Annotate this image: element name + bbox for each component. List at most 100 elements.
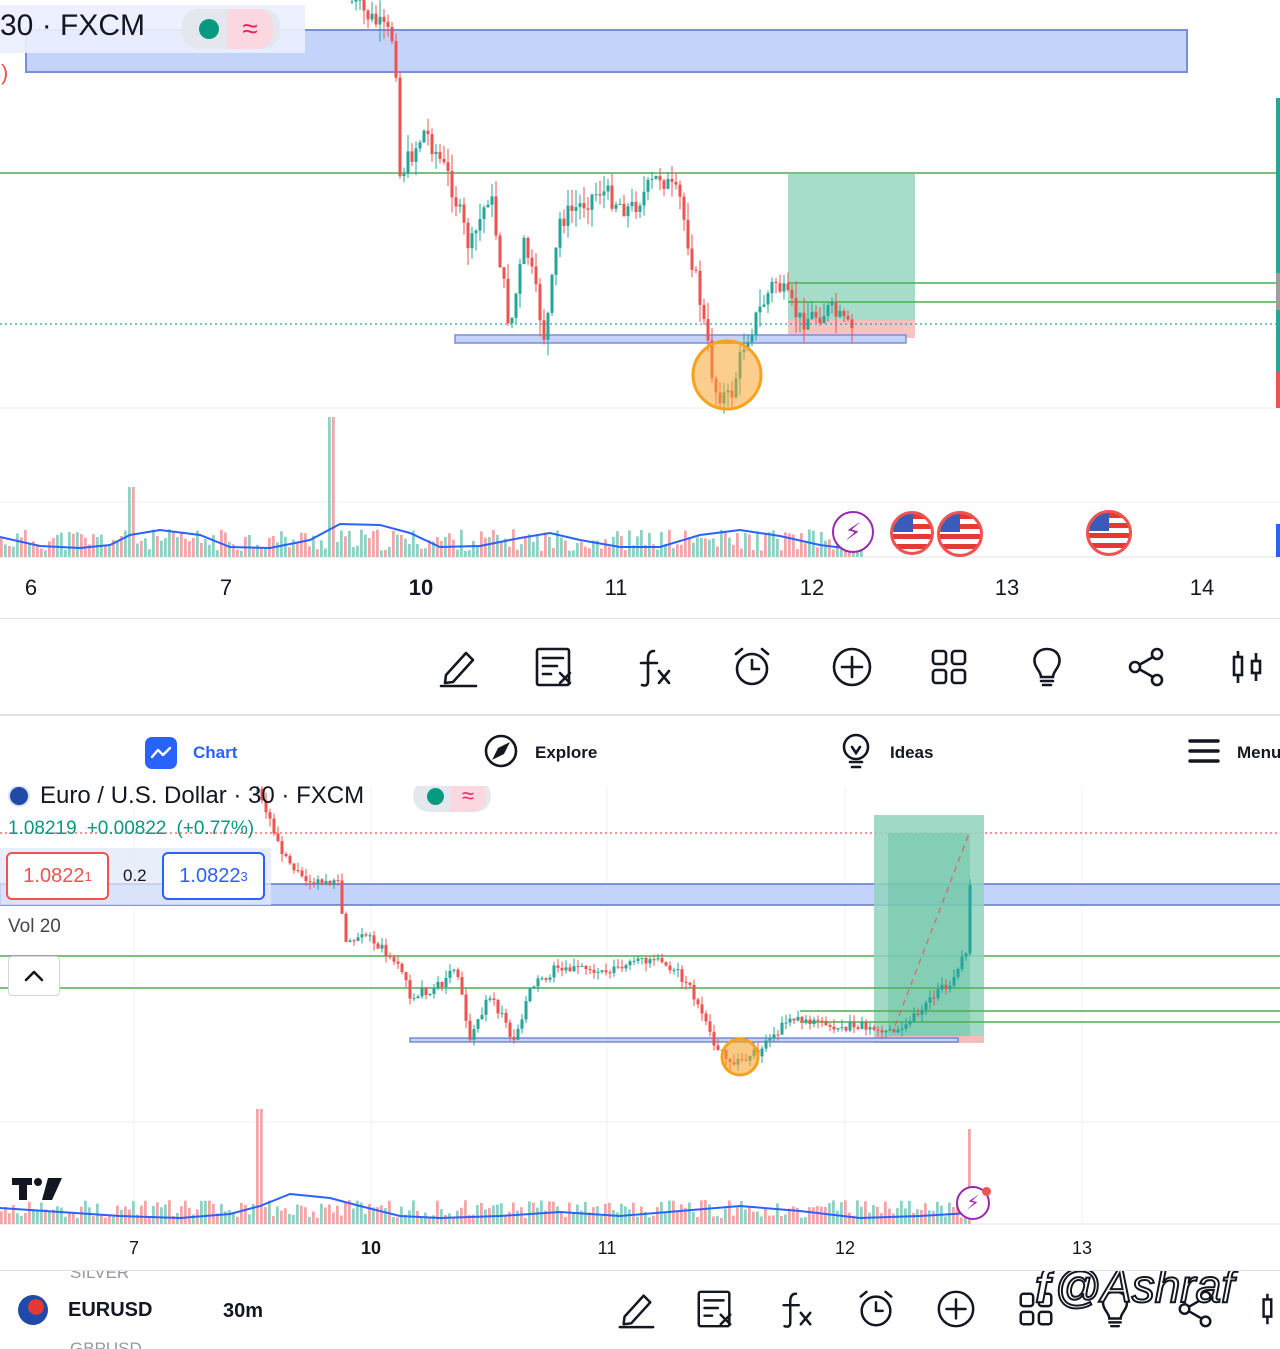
symbol-selector[interactable]: EURUSD [18, 1295, 152, 1325]
volume-bar [184, 1200, 187, 1224]
alert-icon[interactable] [855, 1288, 897, 1330]
candle-body [506, 278, 510, 324]
volume-bar [584, 546, 587, 557]
indicators-icon[interactable] [775, 1288, 817, 1330]
volume-bar [316, 549, 319, 557]
nav-chart[interactable]: Chart [145, 732, 237, 774]
volume-bar [496, 1204, 499, 1224]
layout-icon[interactable] [1015, 1288, 1057, 1330]
candle-body [658, 175, 662, 181]
candle-body [836, 1028, 840, 1030]
last-price: 1.08219 [8, 818, 77, 839]
draw-icon[interactable] [615, 1288, 657, 1330]
nav-ideas[interactable]: Ideas [838, 732, 933, 774]
ideas-icon[interactable] [1024, 644, 1070, 690]
volume-bar [336, 542, 339, 557]
symbol-header[interactable]: Euro / U.S. Dollar · 30 · FXCM [8, 786, 364, 812]
ideas-icon[interactable] [1094, 1288, 1136, 1330]
candle-body [640, 957, 644, 959]
add-icon[interactable] [935, 1288, 977, 1330]
candle-body [470, 233, 474, 249]
candle-body [542, 320, 546, 340]
volume-bar [724, 531, 727, 557]
candle-body [760, 1048, 764, 1057]
buy-price-button[interactable]: 1.0822 3 [162, 852, 265, 900]
volume-bar [516, 549, 519, 557]
candle-body [428, 994, 432, 996]
candle-body [460, 976, 464, 995]
nav-explore[interactable]: Explore [483, 732, 597, 774]
collapse-legend-button[interactable] [8, 956, 60, 996]
us-flag-event-icon[interactable] [890, 511, 934, 555]
remove-drawings-icon[interactable] [531, 644, 577, 690]
volume-bar [380, 550, 383, 557]
tradingview-logo[interactable] [12, 1176, 64, 1207]
volume-bar [308, 546, 311, 557]
top-chart-pane[interactable]: 30 · FXCM s) ≈ ⚡ 6 7 10 11 12 13 14 [0, 0, 1280, 618]
volume-bar [12, 546, 15, 557]
volume-bar [124, 530, 127, 557]
remove-drawings-icon[interactable] [694, 1288, 736, 1330]
volume-bar [460, 1207, 463, 1224]
top-chart-canvas[interactable] [0, 0, 1280, 618]
chart-type-icon[interactable] [1255, 1288, 1280, 1330]
volume-bar [772, 1215, 775, 1224]
draw-icon[interactable] [435, 644, 481, 690]
volume-bar [864, 1201, 867, 1224]
volume-bar [304, 533, 307, 557]
volume-bar [656, 549, 659, 557]
bottom-chart-canvas[interactable] [0, 786, 1280, 1270]
share-icon[interactable] [1175, 1288, 1217, 1330]
volume-bar [528, 534, 531, 557]
volume-bar [732, 544, 735, 557]
nav-menu[interactable]: Menu [1187, 732, 1280, 774]
volume-bar [848, 1212, 851, 1224]
candle-body [388, 956, 392, 958]
volume-bar [104, 1217, 107, 1224]
candle-body [880, 1030, 884, 1033]
volume-bar [252, 547, 255, 557]
volume-bar [32, 1210, 35, 1224]
candle-body [572, 966, 576, 972]
candle-body [968, 884, 972, 954]
share-icon[interactable] [1124, 644, 1170, 690]
indicators-icon[interactable] [631, 644, 677, 690]
alert-icon[interactable] [729, 644, 775, 690]
candle-body [840, 1027, 844, 1029]
candle-body [420, 987, 424, 997]
volume-bar [640, 529, 643, 557]
chart-type-icon[interactable] [1224, 644, 1270, 690]
candle-body [772, 1034, 776, 1038]
candle-body [514, 293, 518, 318]
sell-price-button[interactable]: 1.0822 1 [6, 852, 109, 900]
candle-body [940, 984, 944, 990]
add-icon[interactable] [829, 644, 875, 690]
candle-body [826, 305, 830, 316]
volume-bar [256, 1109, 259, 1224]
volume-bar [768, 532, 771, 557]
top-status-badge[interactable]: ≈ [182, 9, 280, 49]
candle-body [822, 315, 826, 324]
volume-bar [832, 549, 835, 557]
volume-bar [800, 1217, 803, 1224]
x-axis-label: 12 [799, 575, 825, 600]
earnings-event-icon[interactable]: ⚡ [832, 511, 874, 553]
volume-bar [840, 1202, 843, 1224]
candle-body [324, 880, 328, 884]
interval-selector[interactable]: 30m [223, 1300, 264, 1322]
candle-body [358, 0, 362, 1]
volume-bar [420, 548, 423, 557]
volume-bar [436, 536, 439, 557]
volume-bar [472, 540, 475, 557]
volume-bar [316, 1217, 319, 1224]
x-axis-label: 13 [994, 575, 1020, 600]
volume-bar [104, 546, 107, 557]
bottom-status-badge[interactable]: ≈ [413, 786, 491, 812]
candle-body [948, 985, 952, 989]
candle-body [550, 274, 554, 313]
us-flag-event-icon[interactable] [937, 511, 983, 557]
us-flag-event-icon[interactable] [1086, 510, 1132, 556]
candle-body [360, 934, 364, 938]
volume-bar [308, 1217, 311, 1224]
layout-icon[interactable] [926, 644, 972, 690]
